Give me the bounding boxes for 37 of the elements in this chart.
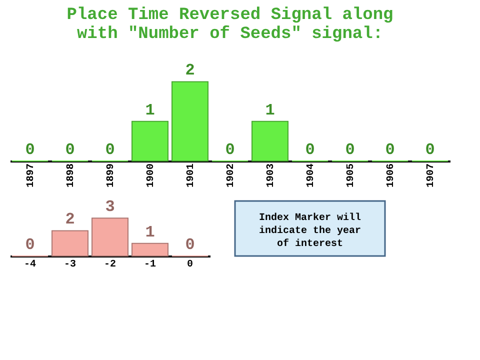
x-tick-label: 1905	[346, 164, 357, 188]
x-tick-label: 1898	[66, 164, 77, 188]
data-label: 0	[65, 141, 75, 159]
data-label: 0	[225, 141, 235, 159]
x-tick-label: 0	[186, 260, 194, 270]
bar	[92, 218, 128, 256]
data-label: 0	[25, 141, 35, 159]
x-tick-label: -2	[104, 260, 116, 270]
data-label: 0	[305, 141, 315, 159]
x-tick-label: 1907	[426, 164, 437, 188]
x-tick-label: 1900	[146, 164, 157, 188]
bar	[52, 230, 88, 256]
data-label: 1	[145, 101, 155, 120]
text: Index Marker will indicate the year of interest	[258, 212, 362, 250]
data-label: 3	[105, 198, 115, 216]
x-tick-label: 1902	[226, 164, 237, 188]
chart-title: Place Time Reversed Signal along with "Number of Seeds" signal:	[66, 6, 394, 44]
x-tick-label: 1903	[266, 164, 277, 188]
data-label: 0	[345, 141, 355, 159]
data-label: 0	[385, 141, 395, 159]
data-label: 0	[185, 236, 195, 254]
bar	[132, 242, 168, 256]
data-label: 0	[105, 141, 115, 159]
x-tick-label: 1899	[106, 164, 117, 188]
x-tick-label: 1906	[386, 164, 397, 188]
data-label: 2	[65, 210, 75, 229]
x-tick-label: 1897	[26, 164, 37, 188]
x-tick-label: -1	[144, 260, 156, 270]
data-label: 0	[25, 236, 35, 254]
x-tick-label: 1904	[306, 164, 317, 188]
data-label: 0	[425, 141, 435, 159]
x-tick-label: -3	[64, 260, 76, 270]
data-label: 1	[265, 101, 275, 120]
x-tick-label: -4	[24, 260, 36, 270]
data-label: 2	[185, 62, 195, 80]
x-tick-label: 1901	[186, 164, 197, 188]
data-label: 1	[145, 223, 155, 242]
